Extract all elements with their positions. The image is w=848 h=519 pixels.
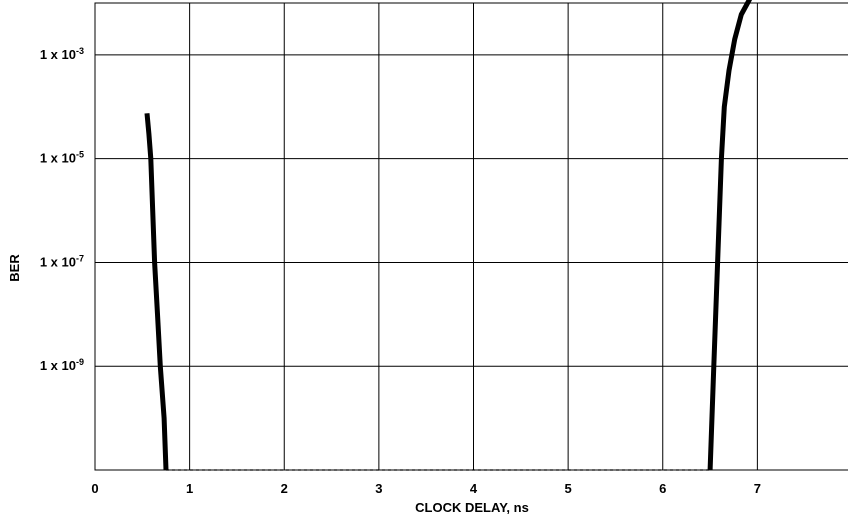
x-tick-label-5: 5 xyxy=(565,481,572,496)
series-line-0 xyxy=(147,113,166,470)
series-line-1 xyxy=(710,0,750,470)
x-tick-label-0: 0 xyxy=(91,481,98,496)
x-tick-label-2: 2 xyxy=(281,481,288,496)
y-tick-label-0: 1 x 10-3 xyxy=(40,46,84,62)
x-axis-ticks: 012345678 xyxy=(91,481,848,496)
y-tick-label-1: 1 x 10-5 xyxy=(40,150,84,166)
y-axis-label: BER xyxy=(7,254,22,282)
series-group xyxy=(147,0,750,470)
y-axis-ticks: 1 x 10-3 1 x 10-5 1 x 10-7 1 x 10-9 xyxy=(40,46,84,373)
y-tick-label-2: 1 x 10-7 xyxy=(40,253,84,269)
x-tick-label-6: 6 xyxy=(659,481,666,496)
plot-frame xyxy=(95,3,848,470)
x-tick-label-3: 3 xyxy=(375,481,382,496)
y-tick-label-3: 1 x 10-9 xyxy=(40,357,84,373)
x-axis-label: CLOCK DELAY, ns xyxy=(415,500,529,515)
x-tick-label-1: 1 xyxy=(186,481,193,496)
x-tick-label-7: 7 xyxy=(754,481,761,496)
grid xyxy=(95,3,848,470)
x-tick-label-4: 4 xyxy=(470,481,478,496)
